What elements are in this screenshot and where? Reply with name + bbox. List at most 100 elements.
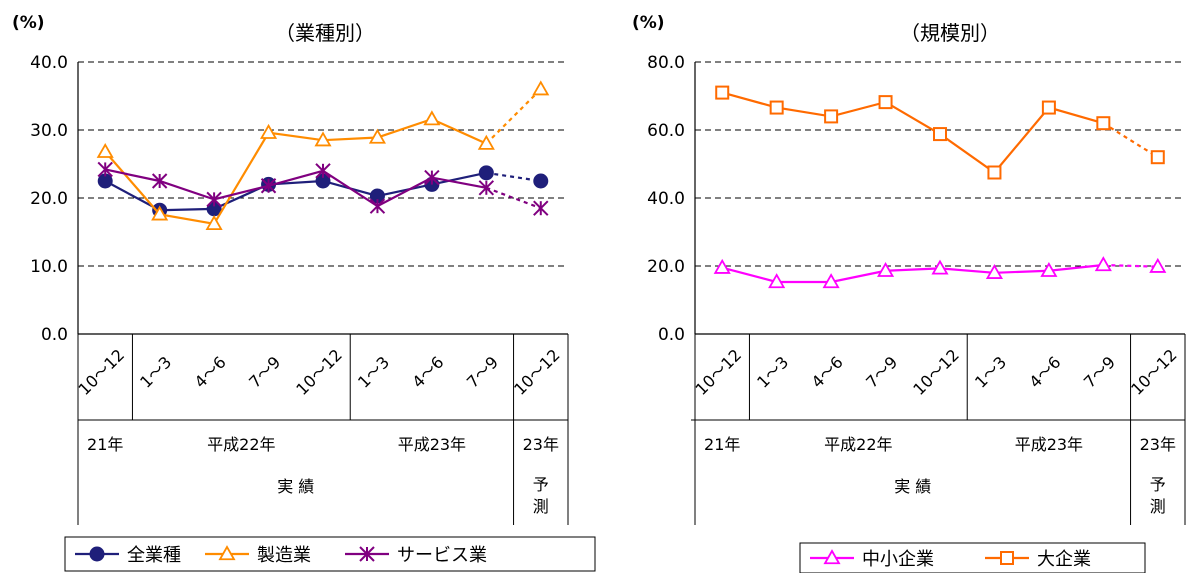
year-label: 21年 bbox=[704, 435, 740, 454]
data-point bbox=[205, 215, 223, 230]
data-point bbox=[368, 128, 386, 144]
legend-marker bbox=[1000, 551, 1014, 565]
data-point bbox=[822, 273, 840, 289]
industry-chart: (%) （業種別）0.010.020.030.040.010〜12 1〜3 4〜6 7〜… bbox=[12, 13, 596, 572]
y-tick-label: 10.0 bbox=[30, 257, 68, 277]
data-point bbox=[933, 127, 947, 142]
legend-label: 大企業 bbox=[1037, 549, 1091, 570]
x-tick-label: 10〜12 bbox=[909, 345, 963, 399]
phase-label: 予測 bbox=[533, 475, 549, 516]
data-point bbox=[824, 109, 839, 124]
data-point bbox=[97, 161, 113, 178]
data-point bbox=[769, 100, 784, 115]
x-tick-label: 1〜3 bbox=[753, 353, 792, 392]
data-point bbox=[715, 85, 730, 100]
legend-marker bbox=[359, 546, 375, 562]
x-tick-label: 7〜9 bbox=[1080, 353, 1119, 392]
x-tick-label: 4〜6 bbox=[408, 353, 447, 392]
x-tick-label: 10〜12 bbox=[692, 345, 746, 399]
x-tick-label: 7〜9 bbox=[245, 353, 284, 392]
x-tick-label: 10〜12 bbox=[510, 345, 564, 399]
phase-label: 予測 bbox=[1150, 475, 1166, 516]
data-point bbox=[151, 173, 168, 189]
y-tick-label: 0.0 bbox=[658, 325, 685, 345]
y-tick-label: 40.0 bbox=[30, 53, 68, 73]
data-point bbox=[315, 163, 331, 179]
year-label: 平成23年 bbox=[1015, 435, 1083, 454]
chart-title: （規模別） bbox=[900, 21, 1000, 45]
y-tick-label: 30.0 bbox=[30, 121, 68, 141]
legend-label: 全業種 bbox=[127, 545, 181, 566]
series-forecast-line bbox=[485, 88, 542, 145]
x-tick-label: 10〜12 bbox=[75, 345, 129, 399]
data-point bbox=[533, 200, 549, 216]
x-tick-label: 1〜3 bbox=[136, 353, 175, 392]
y-tick-label: 20.0 bbox=[30, 189, 68, 209]
year-label: 平成23年 bbox=[398, 435, 466, 454]
series-forecast-line bbox=[1102, 122, 1159, 159]
legend-box bbox=[64, 536, 596, 572]
series-line bbox=[721, 91, 1104, 174]
data-point bbox=[533, 173, 549, 189]
x-tick-label: 1〜3 bbox=[354, 353, 393, 392]
series-line bbox=[104, 168, 487, 208]
legend-box bbox=[799, 542, 1146, 573]
series-1 bbox=[96, 80, 550, 230]
y-tick-label: 80.0 bbox=[647, 53, 685, 73]
y-tick-label: 60.0 bbox=[647, 121, 685, 141]
data-point bbox=[1040, 261, 1058, 277]
y-unit-label: (%) bbox=[12, 13, 45, 33]
data-point bbox=[713, 258, 731, 274]
series-forecast-line bbox=[485, 186, 542, 210]
data-point bbox=[768, 273, 786, 289]
y-tick-label: 40.0 bbox=[647, 189, 685, 209]
y-tick-label: 0.0 bbox=[41, 325, 68, 345]
legend-label: サービス業 bbox=[397, 545, 487, 566]
data-point bbox=[260, 178, 277, 194]
y-tick-label: 20.0 bbox=[647, 257, 685, 277]
data-point bbox=[96, 142, 114, 158]
y-unit-label: (%) bbox=[632, 13, 665, 33]
chart-title: （業種別） bbox=[275, 21, 375, 45]
data-point bbox=[877, 261, 895, 277]
x-tick-label: 10〜12 bbox=[292, 345, 346, 399]
data-point bbox=[260, 123, 278, 139]
year-label: 平成22年 bbox=[824, 435, 892, 454]
data-point bbox=[424, 169, 440, 186]
data-point bbox=[206, 191, 222, 208]
series-1 bbox=[715, 85, 1165, 180]
data-point bbox=[1096, 116, 1111, 131]
series-line bbox=[104, 117, 487, 226]
x-tick-label: 7〜9 bbox=[862, 353, 901, 392]
legend-label: 中小企業 bbox=[862, 549, 934, 570]
data-point bbox=[477, 134, 495, 150]
year-label: 23年 bbox=[523, 435, 559, 454]
legend-item: サービス業 bbox=[345, 545, 487, 566]
x-tick-label: 4〜6 bbox=[1025, 353, 1064, 392]
data-point bbox=[151, 205, 169, 221]
series-line bbox=[104, 171, 487, 212]
legend-item: 中小企業 bbox=[810, 549, 934, 570]
legend-marker bbox=[823, 549, 841, 565]
legend-item: 大企業 bbox=[985, 549, 1091, 570]
series-0 bbox=[713, 256, 1167, 289]
series-forecast-line bbox=[486, 171, 541, 183]
series-forecast-line bbox=[1103, 263, 1158, 268]
year-label: 平成22年 bbox=[207, 435, 275, 454]
data-point bbox=[931, 259, 949, 275]
data-point bbox=[369, 198, 386, 214]
x-tick-label: 4〜6 bbox=[808, 353, 847, 392]
data-point bbox=[1149, 257, 1167, 273]
x-tick-label: 10〜12 bbox=[1127, 345, 1181, 399]
data-point bbox=[423, 110, 441, 126]
data-point bbox=[532, 80, 550, 96]
x-tick-label: 7〜9 bbox=[463, 353, 502, 392]
data-point bbox=[1150, 150, 1165, 165]
series-line bbox=[721, 263, 1104, 284]
x-tick-label: 1〜3 bbox=[971, 353, 1010, 392]
legend-item: 全業種 bbox=[75, 545, 181, 566]
legend-marker bbox=[218, 545, 236, 561]
year-label: 21年 bbox=[87, 435, 123, 454]
x-tick-label: 4〜6 bbox=[191, 353, 230, 392]
